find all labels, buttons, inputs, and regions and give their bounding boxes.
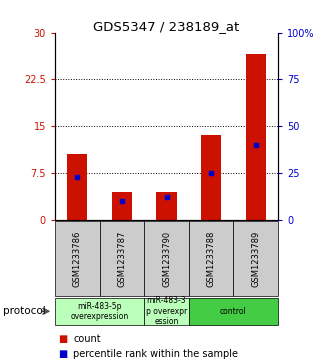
Text: protocol: protocol — [3, 306, 46, 316]
Text: count: count — [73, 334, 101, 344]
Text: GSM1233789: GSM1233789 — [251, 231, 260, 287]
Text: GDS5347 / 238189_at: GDS5347 / 238189_at — [93, 20, 240, 33]
Text: GSM1233790: GSM1233790 — [162, 231, 171, 287]
Bar — [67, 154, 87, 220]
Text: GSM1233787: GSM1233787 — [117, 231, 127, 287]
Text: ■: ■ — [58, 334, 68, 344]
Text: GSM1233788: GSM1233788 — [206, 231, 216, 287]
Text: control: control — [220, 307, 247, 316]
Point — [208, 170, 214, 176]
Bar — [157, 192, 176, 220]
Point — [164, 194, 169, 200]
Text: miR-483-5p
overexpression: miR-483-5p overexpression — [71, 302, 129, 321]
Text: percentile rank within the sample: percentile rank within the sample — [73, 349, 238, 359]
Point — [75, 174, 80, 180]
Text: ■: ■ — [58, 349, 68, 359]
Point — [253, 142, 258, 148]
Bar — [246, 54, 266, 220]
Bar — [112, 192, 132, 220]
Text: miR-483-3
p overexpr
ession: miR-483-3 p overexpr ession — [146, 296, 187, 326]
Bar — [201, 135, 221, 220]
Point — [119, 198, 125, 204]
Text: GSM1233786: GSM1233786 — [73, 231, 82, 287]
